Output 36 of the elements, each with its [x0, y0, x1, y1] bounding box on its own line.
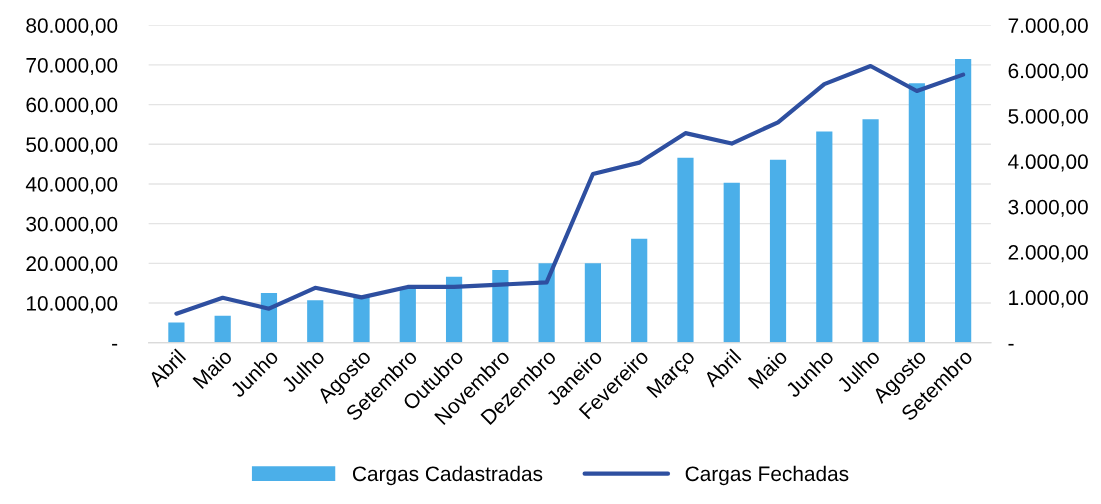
bar — [862, 119, 879, 343]
y2-tick-label: 2.000,00 — [1008, 245, 1088, 263]
bar — [399, 288, 416, 343]
bar — [769, 159, 787, 343]
y2-tick-label: 7.000,00 — [1008, 18, 1088, 36]
bar — [353, 297, 370, 343]
bar — [955, 58, 972, 343]
legend-label: Cargas Cadastradas — [352, 465, 543, 486]
bar — [445, 276, 463, 343]
line-series — [174, 63, 966, 316]
y-tick-label: - — [112, 343, 118, 346]
y2-tick-label: 1.000,00 — [1009, 290, 1088, 308]
legend-label: Cargas Fechadas — [685, 465, 849, 486]
bar — [168, 322, 185, 343]
y-tick-label: 30.000,00 — [26, 216, 118, 234]
bar — [584, 263, 602, 343]
y2-tick-label: 3.000,00 — [1008, 199, 1088, 217]
bar — [307, 300, 324, 343]
y-tick-label: 20.000,00 — [26, 256, 118, 274]
y-tick-label: 50.000,00 — [26, 137, 118, 155]
bar — [908, 83, 925, 343]
bar — [677, 157, 694, 343]
bar — [492, 270, 509, 343]
y-tick-label: 40.000,00 — [25, 176, 118, 195]
bar — [631, 238, 648, 343]
y-tick-label: 60.000,00 — [26, 97, 118, 115]
y2-tick-label: 5.000,00 — [1008, 108, 1088, 127]
y-tick-label: 80.000,00 — [26, 18, 118, 36]
y-tick-label: 10.000,00 — [27, 296, 118, 314]
bar — [723, 182, 740, 343]
bar — [816, 131, 833, 343]
y2-tick-label: 4.000,00 — [1008, 154, 1088, 172]
bar — [214, 315, 231, 343]
y2-tick-label: 6.000,00 — [1008, 63, 1088, 81]
y2-tick-label: - — [1008, 343, 1014, 346]
y-tick-label: 70.000,00 — [26, 57, 118, 76]
